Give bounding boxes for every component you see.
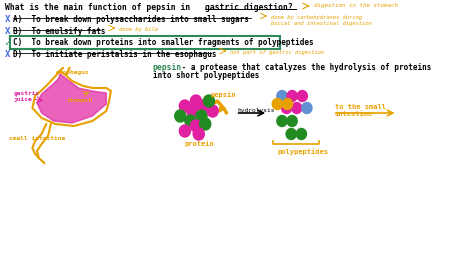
Text: intestine: intestine — [335, 111, 373, 117]
Circle shape — [292, 102, 302, 114]
Text: hydrolysis: hydrolysis — [237, 108, 275, 113]
Circle shape — [196, 110, 207, 122]
Text: small intestine: small intestine — [9, 136, 65, 141]
Circle shape — [302, 102, 312, 114]
Text: buccal and intestinal digestion: buccal and intestinal digestion — [271, 20, 372, 26]
Text: protein: protein — [185, 140, 215, 147]
Circle shape — [179, 100, 191, 112]
Text: pepsin: pepsin — [211, 91, 236, 98]
Text: B)  To emulsify fats: B) To emulsify fats — [13, 27, 105, 36]
Circle shape — [179, 125, 191, 137]
Circle shape — [175, 110, 186, 122]
Circle shape — [185, 115, 196, 127]
Text: D)  To initiate peristalsis in the esophagus: D) To initiate peristalsis in the esopha… — [13, 50, 217, 59]
Circle shape — [287, 90, 297, 102]
Circle shape — [297, 90, 307, 102]
Text: pepsin: pepsin — [153, 63, 182, 72]
Circle shape — [282, 102, 292, 114]
Text: not part of gastric digestion: not part of gastric digestion — [230, 50, 324, 55]
Text: digestion in the stomach: digestion in the stomach — [314, 3, 398, 8]
Text: gastric: gastric — [14, 91, 40, 96]
Circle shape — [187, 105, 198, 117]
Text: X: X — [5, 50, 10, 59]
Circle shape — [283, 98, 292, 110]
Text: to the small: to the small — [335, 104, 386, 110]
Circle shape — [191, 95, 201, 107]
Circle shape — [272, 98, 283, 110]
Text: X: X — [5, 15, 10, 24]
Circle shape — [200, 118, 211, 130]
Text: into short polypeptides: into short polypeptides — [153, 71, 259, 80]
Text: What is the main function of pepsin in: What is the main function of pepsin in — [5, 3, 195, 12]
Circle shape — [191, 120, 201, 132]
Text: esophagus: esophagus — [55, 70, 89, 75]
Text: juice: juice — [14, 96, 33, 102]
Text: polypeptides: polypeptides — [277, 148, 328, 155]
Polygon shape — [37, 74, 106, 123]
Circle shape — [296, 128, 307, 139]
Text: stomach: stomach — [66, 98, 93, 103]
Text: X: X — [5, 27, 10, 36]
Circle shape — [207, 105, 218, 117]
Text: ✓: ✓ — [5, 38, 10, 48]
Text: C)  To break down proteins into smaller fragments of polypeptides: C) To break down proteins into smaller f… — [13, 38, 314, 47]
Text: - a protease that catalyzes the hydrolysis of proteins: - a protease that catalyzes the hydrolys… — [177, 63, 432, 72]
Text: done by bile: done by bile — [119, 27, 158, 32]
Text: done by carbohydrases during: done by carbohydrases during — [271, 15, 362, 20]
Circle shape — [198, 100, 209, 112]
Circle shape — [277, 90, 287, 102]
Circle shape — [277, 115, 287, 127]
Text: gastric digestion?: gastric digestion? — [205, 3, 293, 12]
Circle shape — [287, 115, 297, 127]
Text: A)  To break down polysaccharides into small sugars: A) To break down polysaccharides into sm… — [13, 15, 249, 24]
Circle shape — [193, 128, 204, 140]
Circle shape — [286, 128, 296, 139]
Circle shape — [203, 95, 214, 107]
